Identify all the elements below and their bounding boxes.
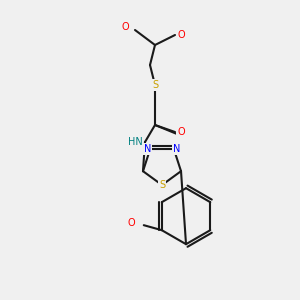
Text: S: S — [152, 80, 158, 90]
Text: S: S — [159, 180, 165, 190]
Text: O: O — [177, 30, 185, 40]
Text: O: O — [128, 218, 136, 228]
Text: O: O — [177, 127, 185, 137]
Text: HN: HN — [128, 137, 142, 147]
Text: O: O — [121, 22, 129, 32]
Text: N: N — [173, 144, 180, 154]
Text: N: N — [144, 144, 151, 154]
